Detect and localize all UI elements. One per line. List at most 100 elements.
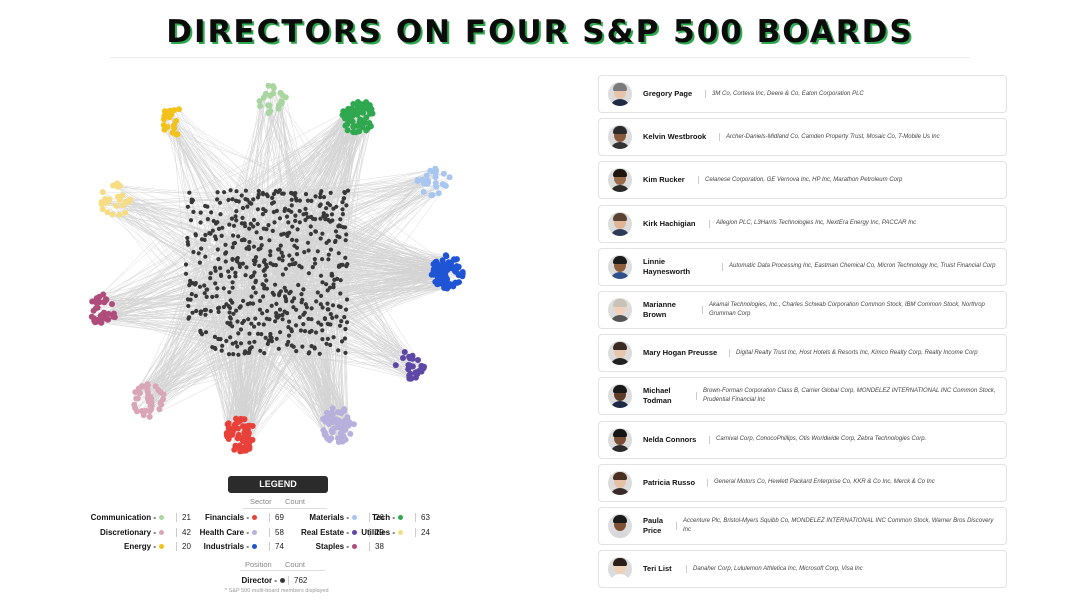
director-node — [312, 346, 317, 351]
sector-node-communication — [275, 105, 282, 112]
director-avatar — [608, 514, 632, 538]
card-divider — [707, 478, 708, 487]
director-node — [263, 335, 268, 340]
director-node — [193, 233, 198, 238]
director-node — [338, 224, 343, 229]
director-card[interactable]: Gregory Page 3M Co, Corteva Inc, Deere & … — [598, 75, 1007, 113]
director-node — [208, 271, 213, 276]
sector-node-real-estate — [392, 362, 399, 369]
director-node — [185, 297, 190, 302]
director-node — [305, 215, 310, 220]
card-divider — [686, 565, 687, 574]
director-node — [257, 263, 262, 268]
director-node — [226, 304, 231, 309]
director-card[interactable]: Nelda Connors Carnival Corp, ConocoPhilli… — [598, 420, 1007, 459]
director-node — [321, 195, 327, 200]
director-node — [303, 192, 309, 197]
director-node — [292, 192, 297, 198]
director-avatar — [608, 298, 632, 322]
director-node — [290, 224, 295, 229]
director-node — [297, 220, 302, 225]
director-node — [303, 206, 308, 211]
sector-node-discretionary — [144, 381, 151, 388]
legend-item-label: Director - — [241, 576, 277, 585]
sector-node-tech — [356, 100, 363, 107]
director-node — [282, 285, 287, 290]
director-node — [287, 291, 292, 296]
sector-node-industrials — [453, 263, 460, 270]
director-node — [240, 320, 245, 326]
legend-item-label: Tech - — [372, 513, 395, 522]
director-node — [344, 203, 349, 208]
director-card[interactable]: Teri List Danaher Corp, Lululemon Athleti… — [598, 550, 1007, 589]
director-card[interactable]: Mary Hogan Preusse Digital Realty Trust I… — [598, 334, 1007, 373]
director-node — [327, 285, 333, 290]
director-node — [292, 243, 297, 248]
card-divider — [719, 133, 720, 142]
director-node — [221, 304, 226, 310]
sector-node-energy — [161, 126, 168, 133]
director-node — [218, 266, 223, 271]
director-node — [277, 307, 283, 312]
sector-node-energy — [173, 117, 180, 124]
sector-node-health-care — [329, 429, 336, 436]
director-card[interactable]: Kim Rucker Celanese Corporation, GE Verno… — [598, 161, 1007, 200]
director-node — [270, 195, 275, 200]
director-node — [320, 337, 325, 342]
legend-item-label: Health Care - — [199, 527, 249, 537]
legend-item-label: Discretionary - — [99, 527, 156, 537]
sector-node-materials — [414, 177, 421, 184]
director-node — [345, 188, 351, 193]
director-node — [186, 303, 191, 309]
director-card[interactable]: Patricia Russo General Motors Co, Hewlett… — [598, 463, 1007, 502]
director-node — [202, 291, 207, 296]
director-node — [266, 338, 271, 344]
legend-item: Financials - — [157, 513, 257, 522]
director-node — [309, 306, 314, 311]
director-card[interactable]: Kelvin Westbrook Archer-Daniels-Midland C… — [598, 118, 1007, 157]
sector-node-energy — [164, 108, 171, 115]
director-card[interactable]: Michael Todman Brown-Forman Corporation C… — [598, 377, 1007, 416]
sector-node-communication — [256, 98, 263, 105]
director-node — [339, 319, 344, 324]
director-node — [280, 258, 285, 263]
director-card[interactable]: Paula Price Accenture Plc, Bristol-Myers … — [598, 507, 1007, 545]
director-node — [188, 218, 194, 223]
director-node — [326, 307, 331, 312]
director-node — [291, 344, 296, 349]
director-node — [240, 205, 246, 211]
sector-node-health-care — [340, 419, 346, 426]
director-node — [234, 198, 239, 203]
sector-node-communication — [265, 82, 272, 89]
director-name: Kirk Hachigian — [643, 218, 696, 228]
director-node — [290, 257, 295, 262]
legend-item-count: 58 — [269, 527, 284, 537]
director-node — [310, 265, 315, 270]
director-node — [294, 307, 299, 312]
board-network-graph — [88, 82, 466, 455]
director-card[interactable]: Linnie Haynesworth Automatic Data Process… — [598, 247, 1007, 286]
director-node — [266, 223, 271, 228]
sector-node-health-care — [322, 415, 328, 422]
legend-color-swatch — [252, 529, 257, 535]
director-node — [313, 330, 319, 335]
legend-item-label: Industrials - — [203, 542, 249, 551]
sector-node-utilities — [116, 211, 123, 218]
legend-item-count: 29 — [369, 527, 384, 537]
director-node — [258, 348, 263, 353]
legend-item-label: Staples - — [315, 542, 349, 551]
sector-node-industrials — [441, 285, 448, 291]
director-card[interactable]: Kirk Hachigian Allegion PLC, L3Harris Tec… — [598, 204, 1007, 243]
director-node — [227, 322, 232, 327]
director-node — [270, 201, 275, 206]
director-node — [324, 282, 329, 287]
sector-node-materials — [427, 167, 434, 174]
card-divider — [696, 392, 697, 401]
director-node — [230, 256, 235, 262]
director-card[interactable]: Marianne Brown Akamai Technologies, Inc.,… — [598, 291, 1007, 329]
legend-color-swatch — [159, 515, 164, 521]
director-node — [190, 198, 195, 203]
director-node — [334, 204, 339, 209]
sector-node-materials — [435, 190, 442, 197]
director-node — [259, 332, 264, 337]
